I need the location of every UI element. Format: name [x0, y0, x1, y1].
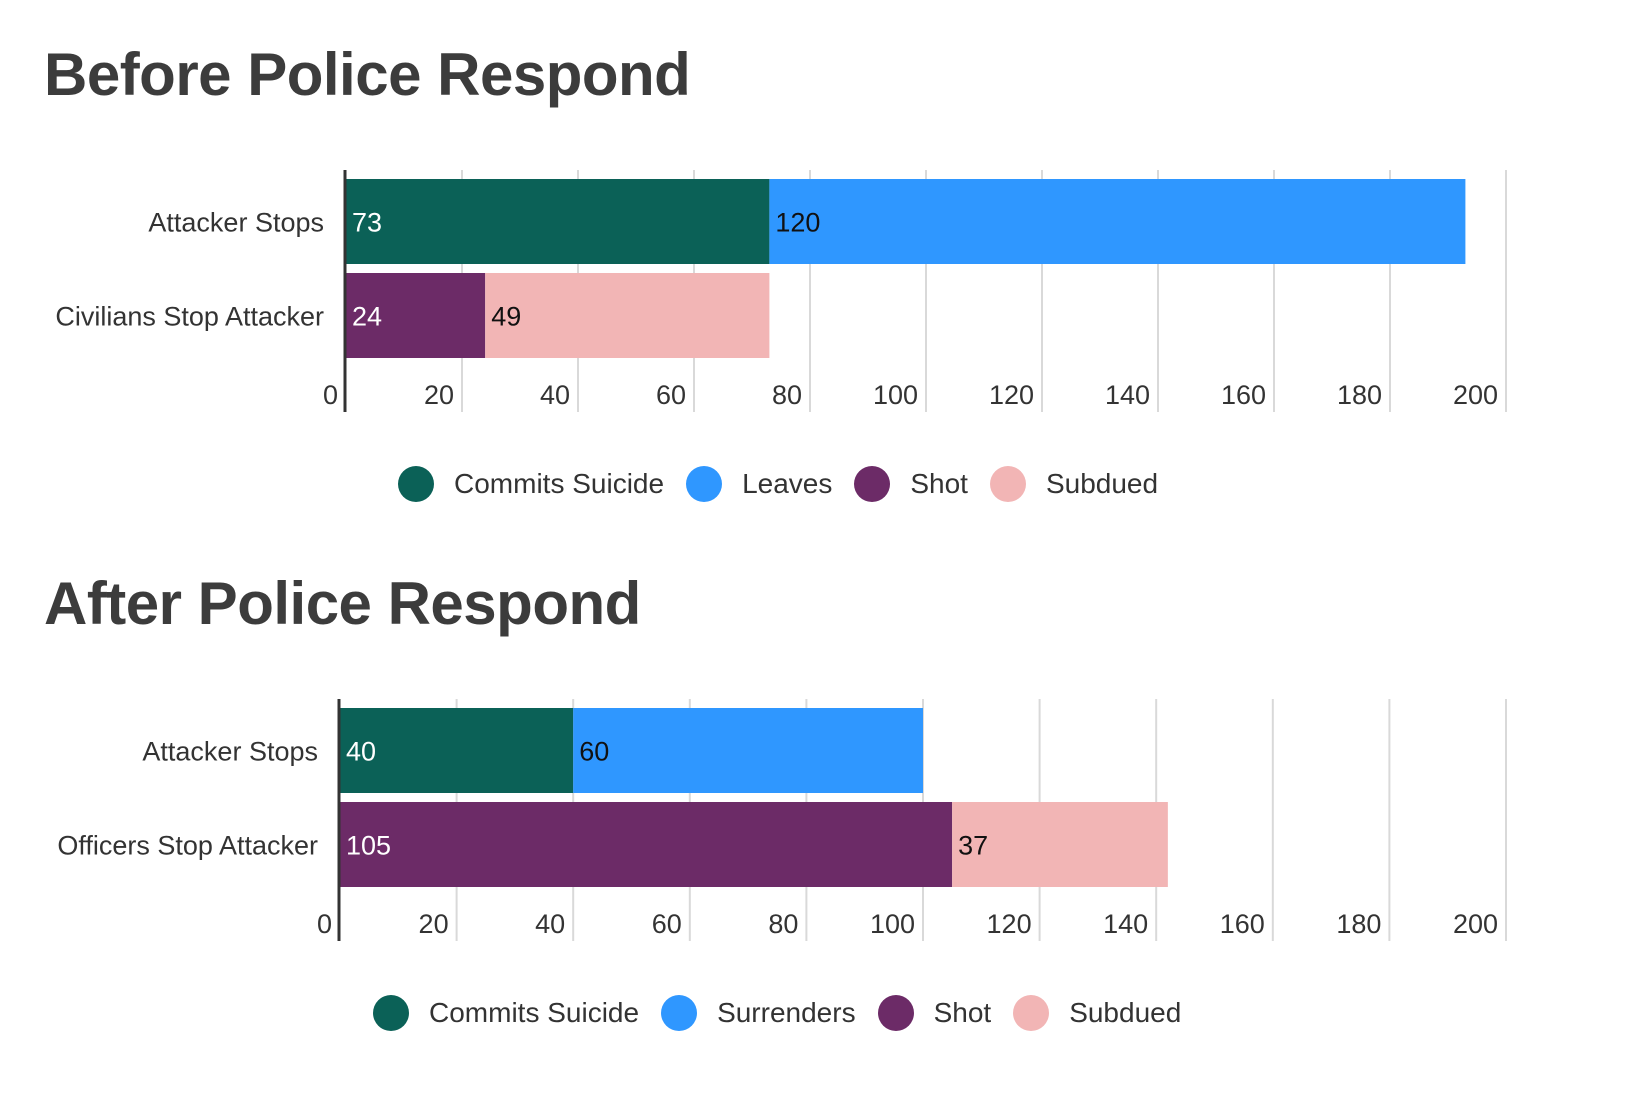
- legend-label: Subdued: [1069, 997, 1182, 1028]
- bar-attacker-stops-leaves: [769, 179, 1466, 264]
- legend-item-leaves: Leaves: [686, 466, 832, 502]
- data-label: 73: [352, 208, 382, 238]
- legend-item-shot: Shot: [877, 995, 992, 1031]
- tick-label: 0: [323, 380, 338, 410]
- legend-label: Shot: [910, 468, 968, 499]
- legend-label: Leaves: [742, 468, 833, 499]
- data-label: 37: [958, 831, 988, 861]
- chart-legend: Commits Suicide Surrenders Shot Subdued: [373, 995, 1203, 1031]
- tick-label: 140: [1105, 380, 1150, 410]
- tick-label: 180: [1337, 380, 1382, 410]
- legend-swatch: [661, 995, 698, 1031]
- data-label: 49: [491, 302, 521, 332]
- bar-officers-stop-attacker-shot: [340, 802, 953, 887]
- data-label: 40: [346, 737, 376, 767]
- tick-label: 60: [652, 909, 682, 939]
- bar-civilians-stop-attacker-shot: [346, 273, 486, 358]
- legend-item-surrenders: Surrenders: [661, 995, 856, 1031]
- legend-swatch: [398, 466, 434, 502]
- category-label: Attacker Stops: [148, 208, 324, 238]
- chart-title: Before Police Respond: [44, 41, 691, 108]
- tick-label: 60: [656, 380, 686, 410]
- legend-label: Commits Suicide: [454, 468, 665, 499]
- tick-label: 40: [535, 909, 565, 939]
- data-label: 60: [579, 737, 609, 767]
- data-label: 24: [352, 302, 382, 332]
- data-label: 120: [775, 208, 820, 238]
- legend-item-shot: Shot: [854, 466, 968, 502]
- chart-legend: Commits Suicide Leaves Shot Subdued: [398, 466, 1180, 502]
- tick-label: 200: [1453, 909, 1498, 939]
- bar-attacker-stops-commits-suicide: [340, 708, 574, 793]
- legend-item-commits-suicide: Commits Suicide: [373, 995, 639, 1031]
- chart-title: After Police Respond: [44, 570, 641, 637]
- legend-item-commits-suicide: Commits Suicide: [398, 466, 664, 502]
- tick-label: 100: [873, 380, 918, 410]
- tick-label: 140: [1103, 909, 1148, 939]
- bar-civilians-stop-attacker-subdued: [485, 273, 770, 358]
- bar-officers-stop-attacker-subdued: [952, 802, 1168, 887]
- legend-swatch: [989, 466, 1026, 502]
- legend-swatch: [877, 995, 914, 1031]
- legend-swatch: [854, 466, 891, 502]
- tick-label: 20: [419, 909, 449, 939]
- legend-label: Surrenders: [717, 997, 856, 1028]
- tick-label: 160: [1220, 909, 1265, 939]
- tick-label: 40: [540, 380, 570, 410]
- data-label: 105: [346, 831, 391, 861]
- tick-label: 100: [870, 909, 915, 939]
- bar-attacker-stops-surrenders: [573, 708, 923, 793]
- tick-label: 80: [768, 909, 798, 939]
- bar-chart-before: 73 120 Attacker Stops 24 49 Civilians Stop At…: [55, 170, 1507, 412]
- bar-chart-after: 40 60 Attacker Stops 105 37 Officers Stop Att…: [57, 699, 1507, 941]
- category-label: Officers Stop Attacker: [57, 831, 318, 861]
- bar-attacker-stops-commits-suicide: [346, 179, 770, 264]
- category-label: Civilians Stop Attacker: [55, 302, 324, 332]
- legend-swatch: [1013, 995, 1050, 1031]
- tick-label: 20: [424, 380, 454, 410]
- tick-label: 120: [987, 909, 1032, 939]
- tick-label: 80: [772, 380, 802, 410]
- tick-label: 160: [1221, 380, 1266, 410]
- legend-label: Commits Suicide: [429, 997, 640, 1028]
- legend-swatch: [373, 995, 409, 1031]
- tick-label: 0: [317, 909, 332, 939]
- tick-label: 200: [1453, 380, 1498, 410]
- legend-item-subdued: Subdued: [1013, 995, 1181, 1031]
- tick-label: 120: [989, 380, 1034, 410]
- tick-label: 180: [1336, 909, 1381, 939]
- category-label: Attacker Stops: [142, 737, 318, 767]
- legend-label: Subdued: [1045, 468, 1159, 499]
- legend-swatch: [686, 466, 723, 502]
- legend-label: Shot: [933, 997, 992, 1028]
- legend-item-subdued: Subdued: [989, 466, 1159, 502]
